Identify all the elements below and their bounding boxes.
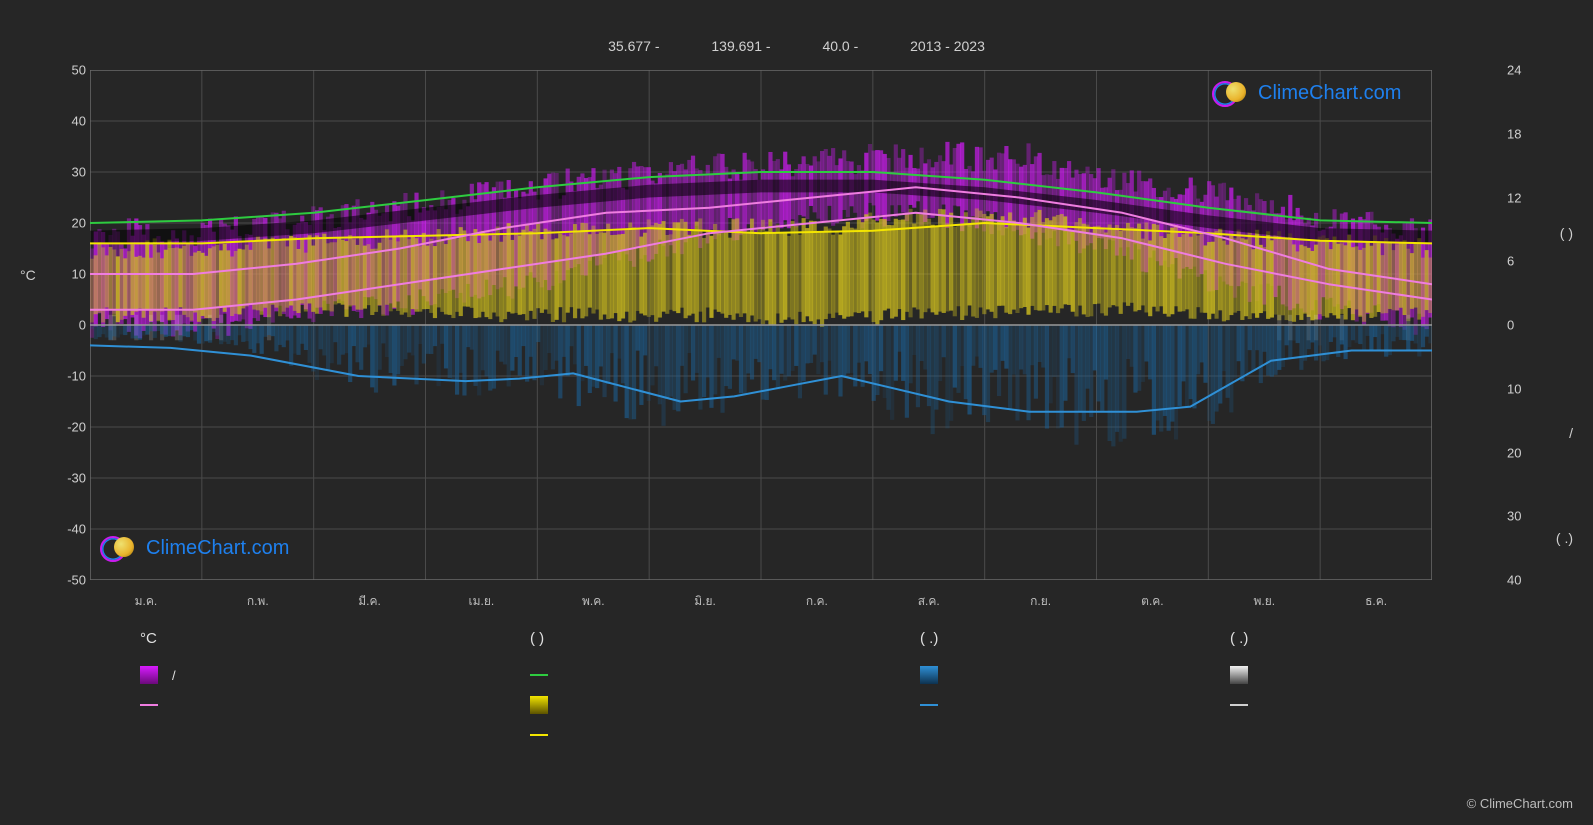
left-tick-label: 40 (50, 114, 86, 129)
left-tick-label: 20 (50, 216, 86, 231)
watermark-bottom-text: ClimeChart.com (146, 537, 289, 560)
legend-swatch (1230, 666, 1248, 684)
chart-header: 35.677 - 139.691 - 40.0 - 2013 - 2023 (0, 38, 1593, 54)
legend-swatch (920, 704, 938, 706)
left-tick-label: 50 (50, 63, 86, 78)
chart-root: 35.677 - 139.691 - 40.0 - 2013 - 2023 °C… (0, 0, 1593, 825)
x-axis-months: ม.ค. ก.พ. มี.ค. เม.ย. พ.ค. มิ.ย. ก.ค. ส.ค. ก.ย. ต… (90, 592, 1432, 612)
legend-swatch (530, 696, 548, 714)
header-lat: 35.677 - (608, 38, 663, 54)
legend-item (530, 694, 562, 716)
month-label: มิ.ย. (694, 592, 716, 611)
left-axis-title: °C (20, 267, 36, 283)
legend-item (530, 664, 562, 686)
climechart-logo-icon (1212, 80, 1248, 106)
legend-swatch (530, 734, 548, 736)
month-label: ม.ค. (135, 592, 158, 611)
right-top-tick-label: 0 (1507, 318, 1543, 333)
chart-plot-area (90, 70, 1432, 580)
legend-column: °C / (140, 630, 176, 724)
month-label: ก.ค. (806, 592, 828, 611)
legend-item (1230, 694, 1262, 716)
legend-title: °C (140, 630, 176, 652)
month-label: พ.ย. (1253, 592, 1275, 611)
legend-title: ( ) (530, 630, 562, 652)
right-bot-tick-label: 30 (1507, 509, 1543, 524)
watermark-top-text: ClimeChart.com (1258, 82, 1401, 105)
legend-item (140, 694, 176, 716)
left-tick-label: -40 (50, 522, 86, 537)
left-tick-label: -10 (50, 369, 86, 384)
left-tick-label: -30 (50, 471, 86, 486)
header-years: 2013 - 2023 (910, 38, 985, 54)
left-tick-label: -50 (50, 573, 86, 588)
month-label: เม.ย. (469, 592, 495, 611)
legend-column: ( ) (530, 630, 562, 754)
watermark-bottom: ClimeChart.com (100, 535, 289, 561)
legend-item (530, 724, 562, 746)
month-label: ก.ย. (1030, 592, 1051, 611)
legend-item: / (140, 664, 176, 686)
left-tick-label: 10 (50, 267, 86, 282)
month-label: พ.ค. (582, 592, 605, 611)
left-tick-label: 0 (50, 318, 86, 333)
legend-title: ( .) (1230, 630, 1262, 652)
legend-label: / (172, 668, 176, 683)
legend-swatch (920, 666, 938, 684)
right-axis-top-paren: ( ) (1560, 225, 1573, 241)
month-label: มี.ค. (358, 592, 381, 611)
legend-swatch (140, 704, 158, 706)
month-label: ส.ค. (918, 592, 940, 611)
legend-column: ( .) (920, 630, 952, 724)
header-lon: 139.691 - (711, 38, 774, 54)
copyright: © ClimeChart.com (1467, 796, 1573, 811)
legend-swatch (530, 674, 548, 676)
chart-svg (90, 70, 1432, 580)
month-label: ต.ค. (1141, 592, 1164, 611)
watermark-top: ClimeChart.com (1212, 80, 1401, 106)
climechart-logo-icon (100, 535, 136, 561)
right-top-tick-label: 18 (1507, 126, 1543, 141)
legend-item (920, 694, 952, 716)
right-top-tick-label: 6 (1507, 254, 1543, 269)
right-bot-tick-label: 20 (1507, 445, 1543, 460)
month-label: ก.พ. (247, 592, 269, 611)
right-bot-tick-label: 10 (1507, 381, 1543, 396)
month-label: ธ.ค. (1365, 592, 1387, 611)
right-top-tick-label: 12 (1507, 190, 1543, 205)
legend-swatch (140, 666, 158, 684)
left-tick-label: -20 (50, 420, 86, 435)
legend-item (920, 664, 952, 686)
right-axis-slash: / (1569, 425, 1573, 441)
right-bot-tick-label: 40 (1507, 573, 1543, 588)
legend-title: ( .) (920, 630, 952, 652)
legend-column: ( .) (1230, 630, 1262, 724)
header-elev: 40.0 - (822, 38, 862, 54)
legend-item (1230, 664, 1262, 686)
legend-swatch (1230, 704, 1248, 706)
right-axis-bot-paren: ( .) (1556, 530, 1573, 546)
right-top-tick-label: 24 (1507, 63, 1543, 78)
left-tick-label: 30 (50, 165, 86, 180)
